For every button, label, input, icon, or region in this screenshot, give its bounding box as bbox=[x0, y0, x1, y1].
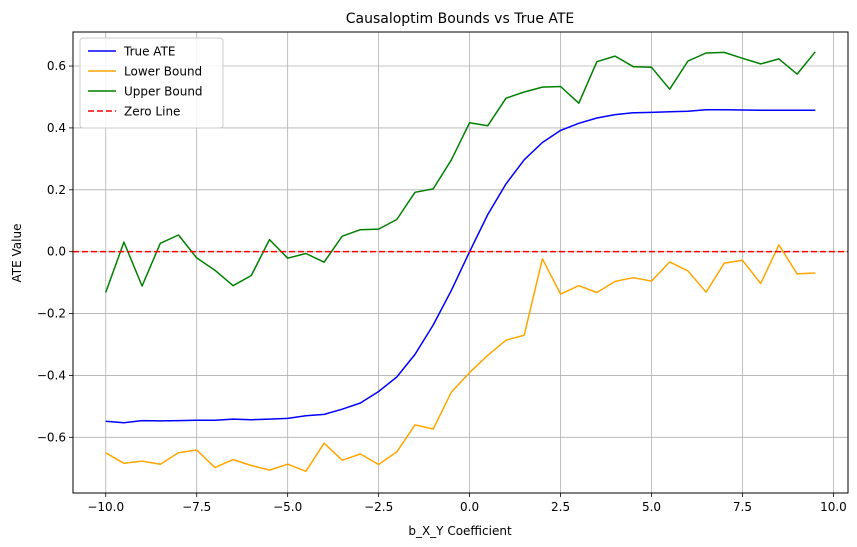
y-tick-label: 0.2 bbox=[47, 183, 66, 197]
x-axis-label: b_X_Y Coefficient bbox=[408, 524, 512, 538]
x-tick-label: 10.0 bbox=[820, 500, 847, 514]
upper-bound-line bbox=[104, 51, 816, 293]
legend-box bbox=[79, 37, 224, 129]
x-tick-label: 5.0 bbox=[642, 500, 661, 514]
y-tick-label: −0.2 bbox=[37, 307, 66, 321]
plot-frame bbox=[72, 31, 849, 494]
true-ate-line bbox=[105, 108, 816, 424]
y-tick-label: −0.4 bbox=[37, 368, 66, 382]
legend-label-lower-bound: Lower Bound bbox=[124, 65, 202, 79]
x-tick-label: 0.0 bbox=[460, 500, 479, 514]
x-tick-label: −10.0 bbox=[87, 500, 124, 514]
x-tick-label: −5.0 bbox=[273, 500, 302, 514]
legend: True ATE Lower Bound Upper Bound Zero Line bbox=[79, 37, 224, 129]
y-tick-label: 0.6 bbox=[47, 59, 66, 73]
grid bbox=[73, 32, 848, 493]
legend-label-zero-line: Zero Line bbox=[124, 105, 180, 119]
y-axis-label: ATE Value bbox=[10, 224, 24, 283]
chart-title: Causaloptim Bounds vs True ATE bbox=[346, 11, 575, 27]
ticks: −10.0 −7.5 −5.0 −2.5 0.0 2.5 5.0 7.5 10.0 −0.6 −0.… bbox=[37, 59, 847, 514]
series-layer bbox=[73, 51, 848, 473]
y-tick-label: 0.0 bbox=[47, 245, 66, 259]
y-tick-label: 0.4 bbox=[47, 121, 66, 135]
x-tick-label: 2.5 bbox=[551, 500, 570, 514]
y-tick-label: −0.6 bbox=[37, 430, 66, 444]
legend-label-true-ate: True ATE bbox=[123, 45, 176, 59]
legend-label-upper-bound: Upper Bound bbox=[124, 85, 203, 99]
x-tick-label: −7.5 bbox=[182, 500, 211, 514]
x-tick-label: −2.5 bbox=[364, 500, 393, 514]
lower-bound-line bbox=[105, 244, 816, 473]
x-tick-label: 7.5 bbox=[733, 500, 752, 514]
